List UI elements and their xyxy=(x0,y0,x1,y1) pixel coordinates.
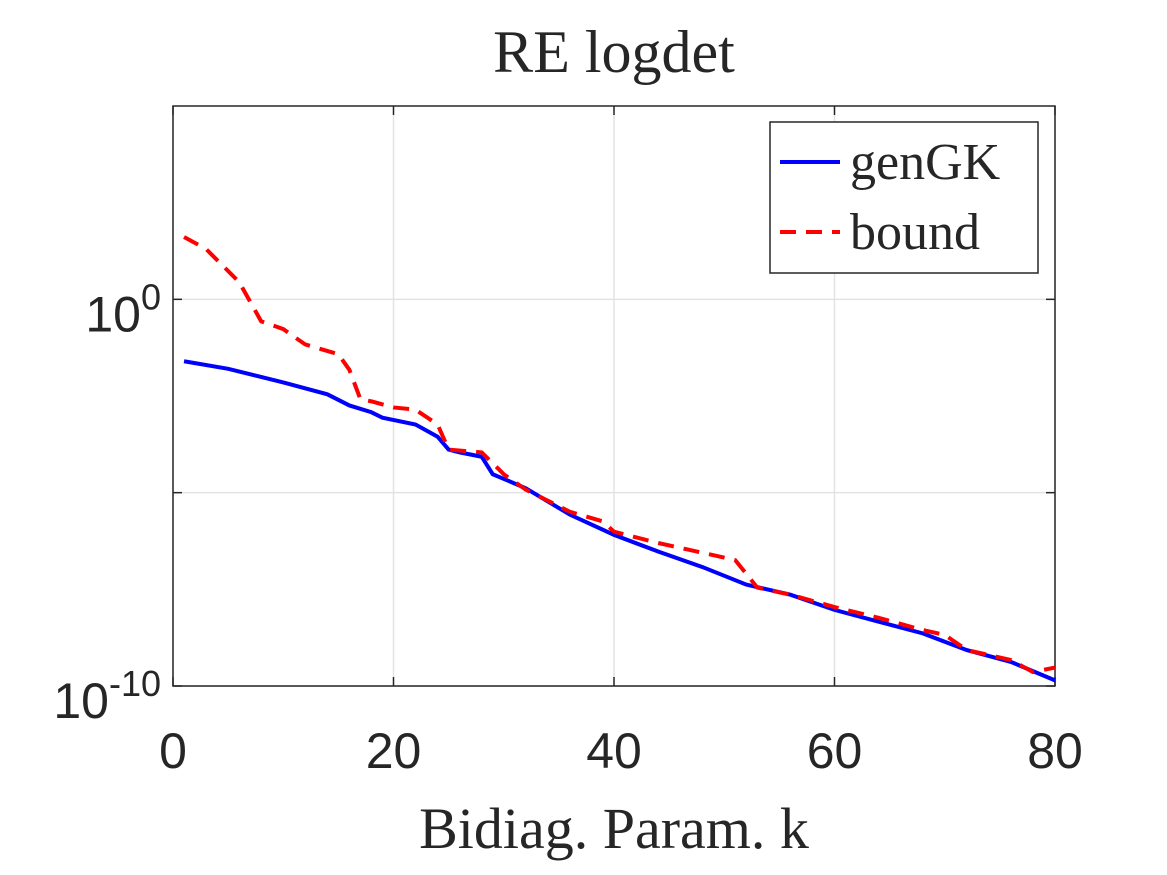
series-line xyxy=(183,235,1056,675)
y-tick-label: 10-10 xyxy=(53,663,161,729)
y-tick-label: 100 xyxy=(85,276,161,342)
x-tick-label: 0 xyxy=(159,723,187,779)
legend: genGK bound xyxy=(769,121,1039,274)
chart-title: RE logdet xyxy=(493,19,735,85)
legend-box xyxy=(769,121,1039,274)
legend-label: genGK xyxy=(850,134,1001,191)
x-tick-label: 80 xyxy=(1027,723,1083,779)
x-tick-label: 60 xyxy=(807,723,863,779)
x-tick-label: 40 xyxy=(586,723,642,779)
x-tick-label: 20 xyxy=(366,723,422,779)
series-line xyxy=(183,359,1056,683)
x-axis-label: Bidiag. Param. k xyxy=(419,796,809,861)
legend-label: bound xyxy=(850,204,980,261)
